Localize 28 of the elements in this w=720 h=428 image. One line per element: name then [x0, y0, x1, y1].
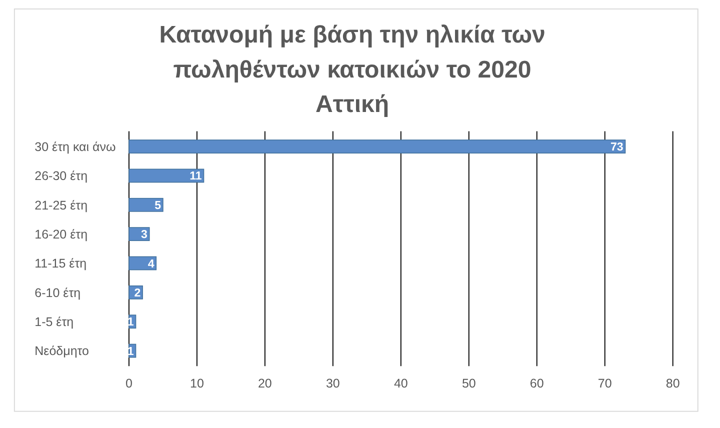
x-tick-label: 0: [125, 376, 132, 390]
data-label: 5: [154, 200, 162, 212]
bar: [128, 168, 204, 183]
y-tick-label: 11-15 έτη: [34, 256, 87, 271]
y-tick-label: 30 έτη και άνω: [34, 140, 116, 154]
x-tick-label: 30: [326, 376, 340, 390]
x-tick-label: 40: [394, 376, 408, 390]
x-tick-label: 70: [598, 376, 612, 390]
x-tick-label: 10: [190, 376, 204, 390]
y-tick-label: 26-30 έτη: [34, 169, 88, 184]
data-label: 2: [134, 287, 141, 300]
data-label: 73: [610, 142, 624, 154]
y-tick-label: 6-10 έτη: [34, 286, 81, 300]
x-tick-label: 60: [530, 376, 544, 390]
bar: [128, 198, 164, 212]
chart-title: Κατανομή με βάση την ηλικία των πωληθέντων κατοικιών το 2020 Αττική: [159, 22, 546, 118]
y-tick-label: 1-5 έτη: [34, 314, 74, 329]
x-tick-label: 20: [258, 376, 272, 390]
bar: [128, 140, 626, 154]
data-label: 4: [148, 258, 155, 270]
y-tick-label: 21-25 έτη: [34, 198, 88, 212]
bar: [128, 227, 150, 242]
y-tick-label: 16-20 έτη: [34, 227, 88, 242]
data-label: 11: [190, 170, 202, 183]
data-label: 3: [141, 229, 148, 242]
y-tick-label: Νεόδμητο: [34, 344, 90, 358]
x-tick-label: 80: [666, 376, 680, 390]
x-tick-label: 50: [462, 376, 476, 390]
